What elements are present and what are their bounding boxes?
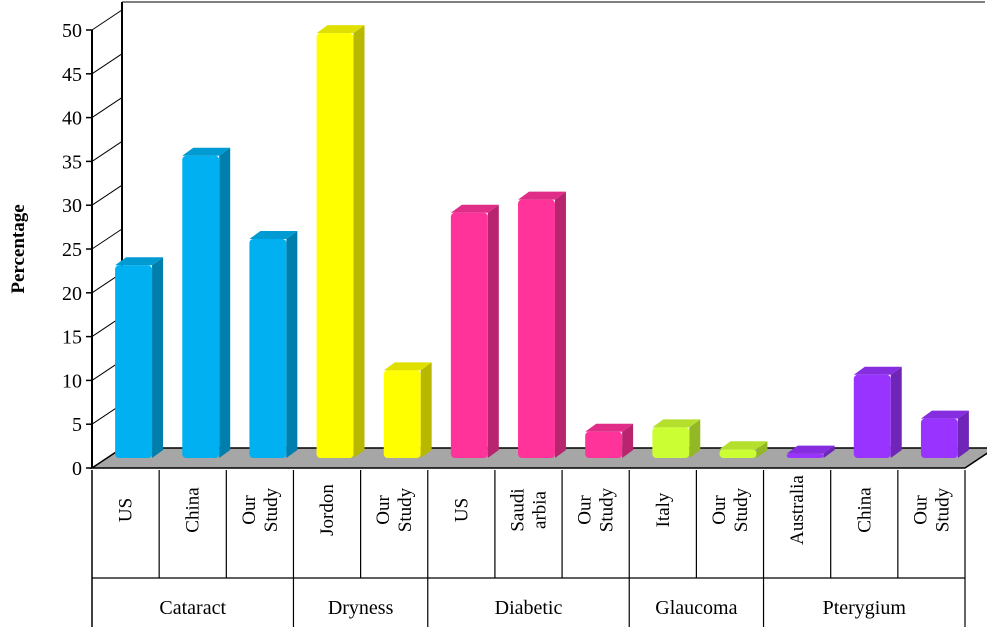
bar-top [450,204,499,213]
category-label: Italy [653,492,674,527]
group-label: Cataract [159,597,226,619]
category-label: Study [731,487,752,532]
category-label: Saudi [508,488,529,531]
bar-top [719,441,768,450]
bar [249,239,287,458]
group-label: Diabetic [495,597,563,619]
category-label: Our [910,495,931,525]
bar-side [286,231,298,458]
y-tick-label: 25 [62,239,82,261]
bar-top [383,362,432,371]
bar-side [353,25,365,458]
y-tick-label: 30 [62,195,82,217]
bar-side [219,147,231,458]
category-label: Jordon [317,484,338,536]
bar [920,418,958,458]
y-tick-depth [91,184,123,206]
y-axis-label: Percentage [8,204,29,293]
y-tick-label: 0 [72,458,82,480]
bar-side [420,362,432,458]
category-label: Study [395,487,416,532]
bar [115,265,153,458]
bar-side [554,191,566,458]
category-label: Study [932,487,953,532]
bar [518,199,555,458]
category-label: Study [261,487,282,532]
category-label: Study [597,487,618,532]
y-tick-label: 5 [72,414,82,436]
bar-side [957,410,969,458]
bar [383,370,421,458]
chart-labels: 0 5 10 15 20 25 30 35 40 45 50 Percentage US China Our… [8,20,953,619]
group-label: Pterygium [823,597,907,619]
bar-side [487,204,499,458]
y-tick-label: 40 [62,108,82,130]
y-tick-label: 15 [62,327,82,349]
category-label: China [854,487,875,533]
bar-side [152,257,164,458]
y-tick-depth [91,9,123,31]
bar-top [585,423,634,432]
bar [652,427,690,458]
bar [853,374,891,458]
category-label: Our [575,495,596,525]
bar [585,431,623,458]
bar-top [182,147,231,156]
category-label: Our [239,495,260,525]
bar-top [920,410,969,419]
group-label: Dryness [328,597,394,619]
category-label: arbia [530,490,551,529]
y-tick-label: 50 [62,20,82,42]
bar-top [518,191,566,200]
bar-side [756,441,768,458]
bar-top [853,366,902,375]
category-label: Our [709,495,730,525]
bar-side [689,419,701,458]
bar [719,449,757,458]
y-tick-label: 20 [62,283,82,305]
category-label: US [116,498,137,522]
bar-side [823,445,835,458]
bar [786,453,824,458]
bar [316,33,354,458]
bar-top [249,231,298,239]
bar-top [115,257,164,266]
category-label: Australia [787,475,808,545]
group-label: Glaucoma [655,597,737,619]
bar-top [652,419,701,428]
chart-bars [115,25,969,458]
bar-side [890,366,902,458]
y-tick-label: 45 [62,64,82,86]
y-tick-depth [91,97,123,119]
bar [450,212,488,458]
y-tick-depth [91,140,123,162]
category-label: US [451,498,472,522]
bar-side [622,423,634,458]
y-tick-label: 10 [62,370,82,392]
y-tick-depth [91,53,123,75]
bar-top [316,25,365,34]
y-tick-depth [91,228,123,250]
bar [182,155,220,458]
category-label: China [183,487,204,533]
y-tick-label: 35 [62,151,82,173]
category-label: Our [373,495,394,525]
bar-top [786,445,835,454]
